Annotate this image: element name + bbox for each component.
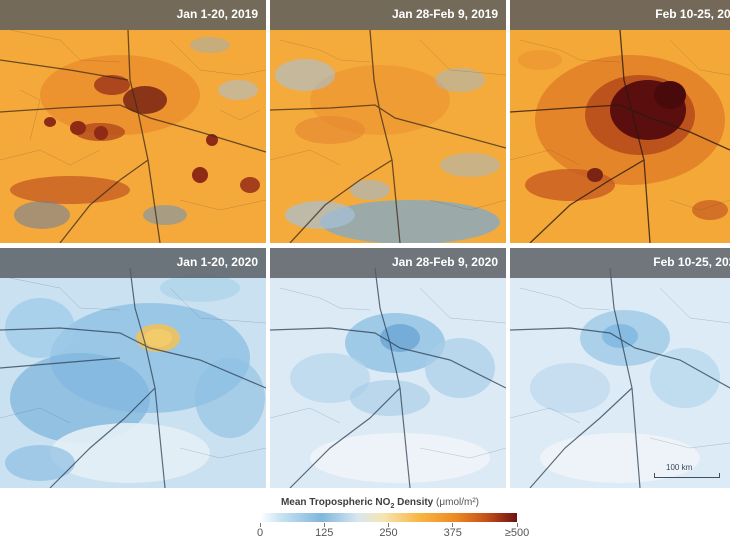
no2-map [510,248,730,488]
legend-tick: 125 [304,523,344,539]
map-panel-2019-jan28-feb9: Jan 28-Feb 9, 2019 [270,0,506,243]
legend-tick: 375 [433,523,473,539]
legend-color-bar [260,513,517,522]
panel-header: Jan 1-20, 2019 [0,0,266,30]
no2-map [270,248,506,488]
panel-header: Jan 28-Feb 9, 2020 [270,248,506,278]
map-panel-2019-jan1-20: Jan 1-20, 2019 [0,0,266,243]
map-panel-2019-feb10-25: Feb 10-25, 2019 [510,0,730,243]
panel-header: Feb 10-25, 2019 [510,0,730,30]
legend-tick-label: ≥500 [504,527,530,539]
panel-title: Jan 1-20, 2020 [176,255,258,269]
map-panel-2020-jan1-20: Jan 1-20, 2020 [0,248,266,488]
legend-tick-label: 375 [443,527,462,539]
legend-title-suffix: Density [394,497,437,508]
scale-bar-label: 100 km [666,463,693,472]
panel-title: Feb 10-25, 2020 [653,255,730,269]
panel-header: Feb 10-25, 2020 [510,248,730,278]
no2-map [0,0,266,243]
legend-title-subscript: 2 [390,503,395,510]
legend-unit: (μmol/m²) [436,497,480,508]
legend-tick: 250 [369,523,409,539]
color-legend: Mean Tropospheric NO2 Density (μmol/m²) … [0,488,730,547]
legend-tick: ≥500 [497,523,537,539]
legend-tick-label: 125 [315,527,334,539]
panel-title: Jan 28-Feb 9, 2020 [391,255,498,269]
legend-tick-label: 0 [256,527,264,539]
map-panel-2020-feb10-25: Feb 10-25, 2020 100 km [510,248,730,488]
panel-header: Jan 28-Feb 9, 2019 [270,0,506,30]
panel-header: Jan 1-20, 2020 [0,248,266,278]
scale-bar-line [654,473,720,478]
panel-title: Jan 28-Feb 9, 2019 [391,7,498,21]
legend-tick-label: 250 [379,527,398,539]
legend-title-text: Mean Tropospheric NO [280,497,391,508]
legend-tick: 0 [240,523,280,539]
legend-ticks: 0 125 250 375 ≥500 [257,523,529,545]
map-panel-2020-jan28-feb9: Jan 28-Feb 9, 2020 [270,248,506,488]
scale-bar: 100 km [654,463,720,478]
no2-map [510,0,730,243]
no2-map [270,0,506,243]
legend-title: Mean Tropospheric NO2 Density (μmol/m²) [230,497,530,510]
no2-map [0,248,266,488]
panel-title: Jan 1-20, 2019 [176,7,258,21]
map-grid: Jan 1-20, 2019 Jan 28-Feb 9, 20 [0,0,730,488]
panel-title: Feb 10-25, 2019 [655,7,730,21]
